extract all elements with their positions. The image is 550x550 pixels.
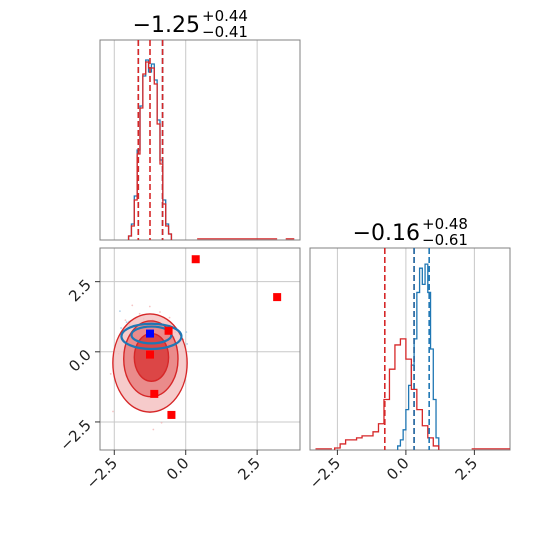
my-xtick-label-2: 2.5 xyxy=(452,454,482,484)
joint-sample-point xyxy=(119,310,121,313)
joint-sample-point xyxy=(138,312,141,315)
joint-ytick-label-2: 2.5 xyxy=(65,276,95,306)
title-sub-y: −0.61 xyxy=(422,231,468,249)
mx-frame xyxy=(99,39,301,241)
joint-marker-red-4 xyxy=(150,389,159,398)
joint-contour-blue-0 xyxy=(120,322,183,351)
joint-ytick-label-0: −2.5 xyxy=(56,416,94,454)
joint-sample-point xyxy=(109,373,112,375)
joint-xtick-label-2: 2.5 xyxy=(234,454,264,484)
title-sup-x: +0.44 xyxy=(202,7,248,25)
mx-hist-red xyxy=(127,61,173,240)
joint-sample-point xyxy=(125,321,128,324)
joint-sample-point xyxy=(185,331,188,333)
joint-sample-point xyxy=(131,304,134,307)
panel-marginal-x: −1.25 +0.44 −0.41 xyxy=(99,7,301,241)
joint-marker-red-1 xyxy=(273,293,282,302)
joint-sample-point xyxy=(168,316,171,319)
joint-sample-point xyxy=(160,421,163,424)
joint-marker-red-2 xyxy=(164,326,173,335)
marginal-x-plot-area xyxy=(99,39,301,241)
joint-sample-point xyxy=(148,305,151,308)
joint-xtick-label-1: 0.0 xyxy=(163,454,193,484)
my-hist-blue xyxy=(397,263,440,450)
joint-sample-point xyxy=(120,327,122,329)
joint-sample-point xyxy=(159,311,161,313)
joint-marker-red-5 xyxy=(167,410,176,419)
title-main-x: −1.25 xyxy=(133,13,200,38)
my-xtick-label-1: 0.0 xyxy=(383,454,413,484)
title-sup-y: +0.48 xyxy=(422,215,468,233)
joint-xtick-label-0: −2.5 xyxy=(83,454,121,492)
joint-frame xyxy=(99,247,301,451)
marginal-y-plot-area: −2.5 0.0 2.5 xyxy=(306,247,511,493)
title-main-y: −0.16 xyxy=(353,221,420,246)
joint-sample-point xyxy=(124,319,127,322)
joint-sample-point xyxy=(152,428,155,431)
panel-marginal-y: −0.16 +0.48 −0.61 −2.5 0.0 2.5 xyxy=(306,215,511,493)
joint-ytick-label-1: 0.0 xyxy=(65,346,95,376)
my-xtick-label-0: −2.5 xyxy=(306,454,344,492)
panel-joint: −2.5 0.0 2.5 −2.5 0.0 2.5 xyxy=(56,247,301,493)
my-frame xyxy=(309,247,511,451)
joint-sample-point xyxy=(186,343,189,345)
title-sub-x: −0.41 xyxy=(202,23,248,41)
my-hist-red xyxy=(334,338,440,450)
joint-marker-red-3 xyxy=(146,350,154,359)
joint-sample-point xyxy=(112,410,114,413)
joint-marker-red-0 xyxy=(191,255,200,264)
joint-contour-blue-1 xyxy=(130,325,173,345)
joint-marker-blue-6 xyxy=(146,329,154,338)
